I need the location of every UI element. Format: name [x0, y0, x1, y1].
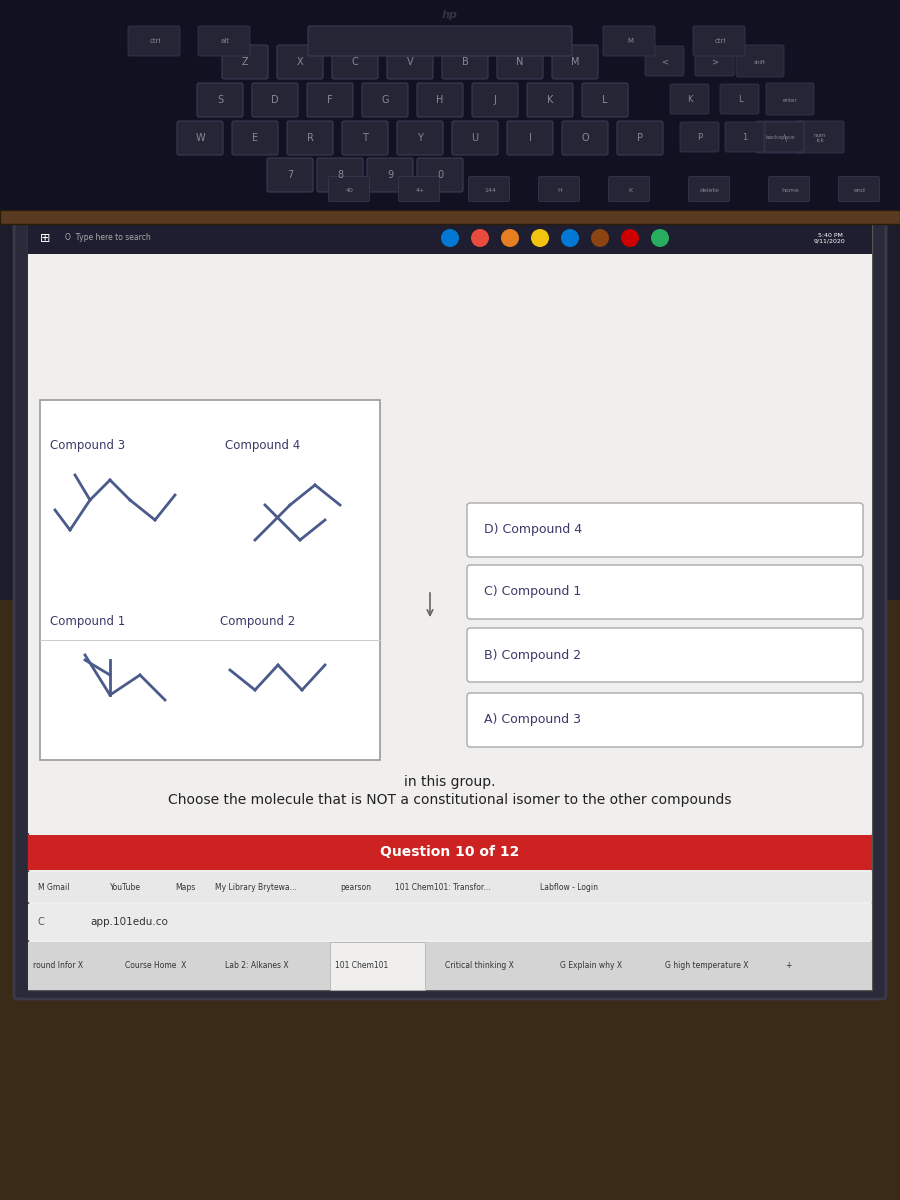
- Text: B: B: [462, 56, 468, 67]
- Text: 9: 9: [387, 170, 393, 180]
- Text: A) Compound 3: A) Compound 3: [484, 714, 581, 726]
- FancyBboxPatch shape: [399, 176, 439, 202]
- Text: H: H: [436, 95, 444, 104]
- Text: D: D: [271, 95, 279, 104]
- FancyBboxPatch shape: [617, 121, 663, 155]
- Text: F: F: [328, 95, 333, 104]
- FancyBboxPatch shape: [40, 400, 380, 760]
- Text: end: end: [854, 187, 866, 192]
- FancyBboxPatch shape: [222, 44, 268, 79]
- Text: J: J: [493, 95, 497, 104]
- Text: G high temperature X: G high temperature X: [665, 961, 749, 971]
- FancyBboxPatch shape: [467, 692, 863, 746]
- FancyBboxPatch shape: [267, 158, 313, 192]
- Text: P: P: [637, 133, 643, 143]
- Text: hp: hp: [442, 10, 458, 20]
- FancyBboxPatch shape: [472, 83, 518, 116]
- Text: Labflow - Login: Labflow - Login: [540, 882, 598, 892]
- Text: delete: delete: [700, 187, 720, 192]
- Circle shape: [471, 229, 489, 247]
- Text: O: O: [581, 133, 589, 143]
- Text: 5:40 PM
9/11/2020: 5:40 PM 9/11/2020: [814, 233, 846, 244]
- Circle shape: [591, 229, 609, 247]
- FancyBboxPatch shape: [469, 176, 509, 202]
- Text: 40: 40: [346, 187, 354, 192]
- Text: 144: 144: [484, 187, 496, 192]
- Text: H: H: [558, 187, 562, 192]
- Text: YouTube: YouTube: [110, 882, 141, 892]
- FancyBboxPatch shape: [417, 158, 463, 192]
- Text: \: \: [784, 133, 787, 143]
- Text: 7: 7: [287, 170, 293, 180]
- FancyBboxPatch shape: [603, 26, 655, 56]
- FancyBboxPatch shape: [582, 83, 628, 116]
- FancyBboxPatch shape: [645, 46, 684, 76]
- Text: Compound 2: Compound 2: [220, 616, 295, 629]
- FancyBboxPatch shape: [725, 122, 764, 152]
- Text: R: R: [307, 133, 313, 143]
- FancyBboxPatch shape: [367, 158, 413, 192]
- Text: L: L: [602, 95, 608, 104]
- FancyBboxPatch shape: [177, 121, 223, 155]
- FancyBboxPatch shape: [693, 26, 745, 56]
- FancyBboxPatch shape: [252, 83, 298, 116]
- FancyBboxPatch shape: [670, 84, 709, 114]
- Circle shape: [441, 229, 459, 247]
- FancyBboxPatch shape: [552, 44, 598, 79]
- FancyBboxPatch shape: [277, 44, 323, 79]
- Text: P: P: [698, 133, 703, 143]
- FancyBboxPatch shape: [467, 503, 863, 557]
- FancyBboxPatch shape: [28, 222, 872, 254]
- Text: D) Compound 4: D) Compound 4: [484, 523, 582, 536]
- Text: 1: 1: [742, 133, 748, 143]
- FancyBboxPatch shape: [28, 835, 872, 870]
- Text: U: U: [472, 133, 479, 143]
- Text: Question 10 of 12: Question 10 of 12: [381, 845, 519, 859]
- FancyBboxPatch shape: [562, 121, 608, 155]
- FancyBboxPatch shape: [387, 44, 433, 79]
- Text: ctrl: ctrl: [149, 38, 161, 44]
- FancyBboxPatch shape: [442, 44, 488, 79]
- FancyBboxPatch shape: [287, 121, 333, 155]
- FancyBboxPatch shape: [332, 44, 378, 79]
- Text: O  Type here to search: O Type here to search: [65, 234, 151, 242]
- FancyBboxPatch shape: [507, 121, 553, 155]
- Text: Course Home  X: Course Home X: [125, 961, 186, 971]
- FancyBboxPatch shape: [14, 211, 886, 998]
- Text: Y: Y: [417, 133, 423, 143]
- FancyBboxPatch shape: [128, 26, 180, 56]
- FancyBboxPatch shape: [452, 121, 498, 155]
- FancyBboxPatch shape: [307, 83, 353, 116]
- Text: in this group.: in this group.: [404, 775, 496, 790]
- FancyBboxPatch shape: [308, 26, 572, 56]
- Polygon shape: [0, 600, 900, 1200]
- Circle shape: [501, 229, 519, 247]
- FancyBboxPatch shape: [766, 83, 814, 115]
- Circle shape: [651, 229, 669, 247]
- Circle shape: [621, 229, 639, 247]
- Text: backspace: backspace: [765, 136, 795, 140]
- Text: <: <: [662, 58, 669, 66]
- FancyBboxPatch shape: [317, 158, 363, 192]
- Text: alt: alt: [220, 38, 230, 44]
- Text: C: C: [352, 56, 358, 67]
- FancyBboxPatch shape: [0, 210, 900, 224]
- FancyBboxPatch shape: [608, 176, 650, 202]
- Text: Compound 1: Compound 1: [50, 616, 125, 629]
- Text: M: M: [627, 38, 633, 44]
- FancyBboxPatch shape: [497, 44, 543, 79]
- Text: Critical thinking X: Critical thinking X: [445, 961, 514, 971]
- Text: ctrl: ctrl: [715, 38, 725, 44]
- FancyBboxPatch shape: [756, 121, 804, 152]
- Text: G Explain why X: G Explain why X: [560, 961, 622, 971]
- Text: Z: Z: [242, 56, 248, 67]
- Text: num
lck: num lck: [814, 132, 826, 144]
- Text: S: S: [217, 95, 223, 104]
- Text: Lab 2: Alkanes X: Lab 2: Alkanes X: [225, 961, 289, 971]
- Text: K: K: [547, 95, 553, 104]
- FancyBboxPatch shape: [467, 628, 863, 682]
- FancyBboxPatch shape: [328, 176, 370, 202]
- Text: T: T: [362, 133, 368, 143]
- FancyBboxPatch shape: [527, 83, 573, 116]
